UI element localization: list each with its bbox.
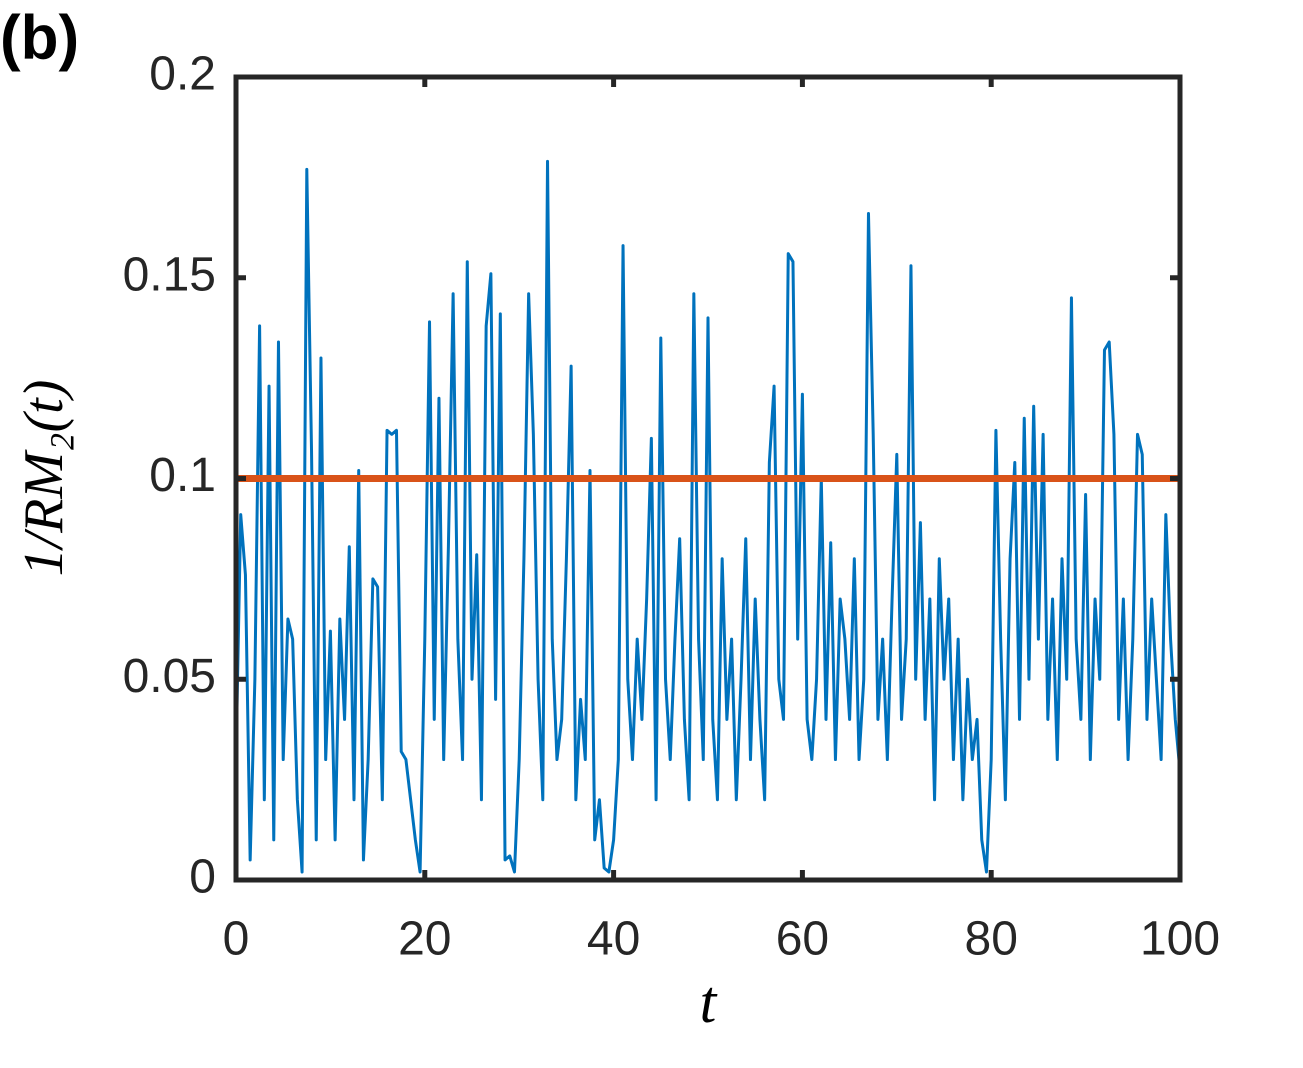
panel-label: (b) xyxy=(0,3,79,72)
x-tick-label: 80 xyxy=(965,913,1018,966)
x-tick-label: 20 xyxy=(398,913,451,966)
x-tick-label: 100 xyxy=(1140,913,1220,966)
x-tick-label: 60 xyxy=(776,913,829,966)
y-tick-label: 0 xyxy=(189,851,216,904)
data-line xyxy=(234,159,1182,874)
y-tick-label: 0.2 xyxy=(149,48,216,101)
x-tick-label: 0 xyxy=(223,913,250,966)
y-tick-label: 0.15 xyxy=(123,248,216,301)
y-axis-label: 1/RM₂(t) xyxy=(13,380,75,577)
x-axis-label: t xyxy=(700,969,718,1035)
y-tick-label: 0.1 xyxy=(149,449,216,502)
x-tick-label: 40 xyxy=(587,913,640,966)
y-tick-label: 0.05 xyxy=(123,650,216,703)
